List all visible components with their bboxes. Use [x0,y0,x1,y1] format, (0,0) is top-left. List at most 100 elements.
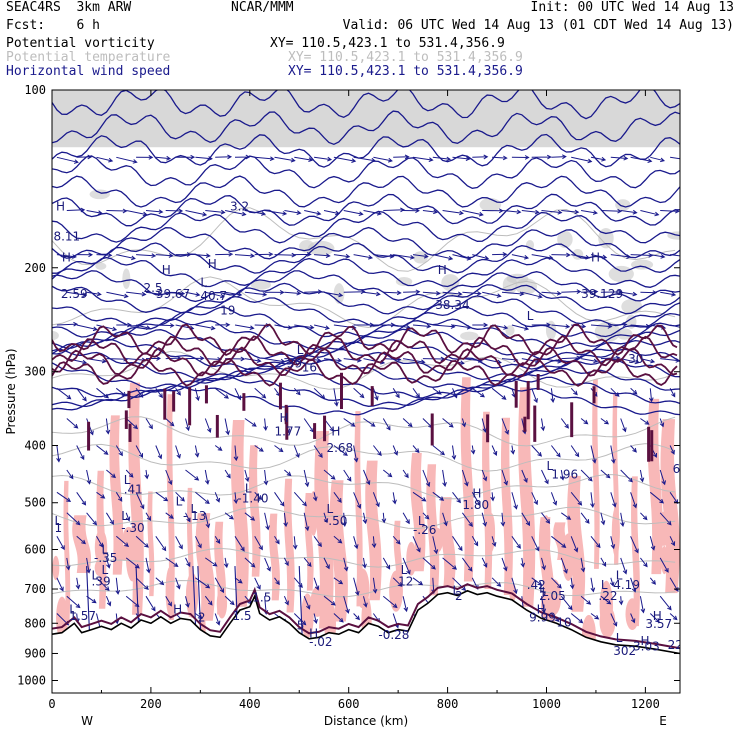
wind-arrow [294,156,314,162]
extremum-label: L [297,343,304,357]
x-tick-label: 400 [239,697,261,711]
wind-arrow [590,535,601,549]
wind-arrow [274,324,293,330]
wind-arrow [452,254,472,261]
wind-arrow [382,418,391,431]
wind-arrow [392,535,401,545]
wind-arrow [531,536,540,552]
extremum-label: 3.2 [230,200,249,214]
wind-arrow [125,469,134,478]
wind-arrow [313,324,330,330]
wind-arrow [640,557,648,568]
wind-contour [52,175,680,208]
wind-arrow [293,613,307,626]
wind-arrow [304,289,323,295]
wind-arrow [630,387,638,395]
wind-arrow [363,418,376,427]
extremum-label: H [331,425,340,439]
pv-fill-blob [309,490,318,537]
extremum-label: -.13 [183,509,206,523]
wind-arrow [640,512,648,521]
wind-arrow [185,596,190,608]
y-tick-label: 1000 [17,673,46,687]
wind-arrow [659,512,672,526]
wind-arrow [580,595,592,605]
wind-arrow [135,445,143,458]
wind-arrow [115,445,123,457]
wind-arrow [145,595,156,612]
wind-arrow [600,512,606,526]
y-tick-label: 900 [24,646,46,660]
extremum-label: H [309,626,318,640]
wind-arrow [581,210,598,215]
wind-arrow [481,512,487,527]
wind-arrow [649,491,665,504]
wind-arrow [233,492,239,505]
pv-fill-streak [147,491,155,597]
theta-contour [52,443,676,472]
wind-arrow [244,557,256,568]
wind-arrow [620,291,638,297]
wind-contour [52,242,680,274]
legend-pv-name: Potential vorticity [6,36,155,51]
wind-arrow [670,254,680,257]
wind-arrow [393,324,411,330]
wind-arrow [195,324,216,331]
wind-arrow [451,445,457,461]
wind-arrow [56,254,77,259]
wind-arrow [669,445,675,455]
wind-arrow [313,536,322,548]
wind-arrow [254,536,263,551]
wind-arrow [155,491,169,502]
wind-arrow [294,324,315,330]
wind-arrow [630,536,639,554]
wind-arrow [135,388,144,398]
wind-arrow [284,210,302,215]
wind-arrow [571,156,593,164]
wind-arrow [461,557,473,572]
wind-arrow [303,596,311,610]
wind-arrow [343,469,352,482]
wind-arrow [293,491,307,507]
wind-arrow [381,512,387,524]
wind-arrow [492,155,508,161]
wind-arrow [639,596,646,614]
wind-arrow [254,387,267,399]
wind-arrow [263,418,268,431]
wind-arrow [313,613,318,625]
wind-arrow [392,577,403,587]
wind-arrow [590,323,613,329]
wind-arrow [175,388,181,396]
wind-arrow [363,210,382,216]
wind-arrow [372,492,380,508]
wind-arrow [314,253,331,258]
extremum-label: 2.59 [61,287,88,301]
wind-vectors [56,154,680,663]
wind-arrow [293,387,301,396]
extremum-label: 6.9 [673,462,692,476]
wind-arrow [56,387,72,400]
wind-arrow [135,324,151,330]
wind-arrow [333,253,351,259]
wind-arrow [115,577,121,595]
wind-arrow [442,469,447,488]
wind-arrow [590,577,596,593]
wind-arrow [580,557,586,573]
wind-arrow [204,512,211,529]
wind-arrow [313,577,320,591]
pv-contour-lowlevel [52,583,680,650]
wind-arrow [470,445,476,455]
extremum-label: 1.57 [69,609,96,623]
x-tick-label: 600 [338,697,360,711]
wind-arrow [491,387,507,400]
wind-arrow [76,154,93,160]
terrain-line [52,589,680,655]
extremum-label: 1.77 [275,425,302,439]
wind-arrow [600,595,612,605]
wind-arrow [76,324,98,332]
extremum-label: 30 [628,352,643,366]
wind-arrow [403,289,421,295]
plot-frame [51,89,681,694]
wind-arrow [353,536,359,550]
wind-arrow [244,512,256,521]
